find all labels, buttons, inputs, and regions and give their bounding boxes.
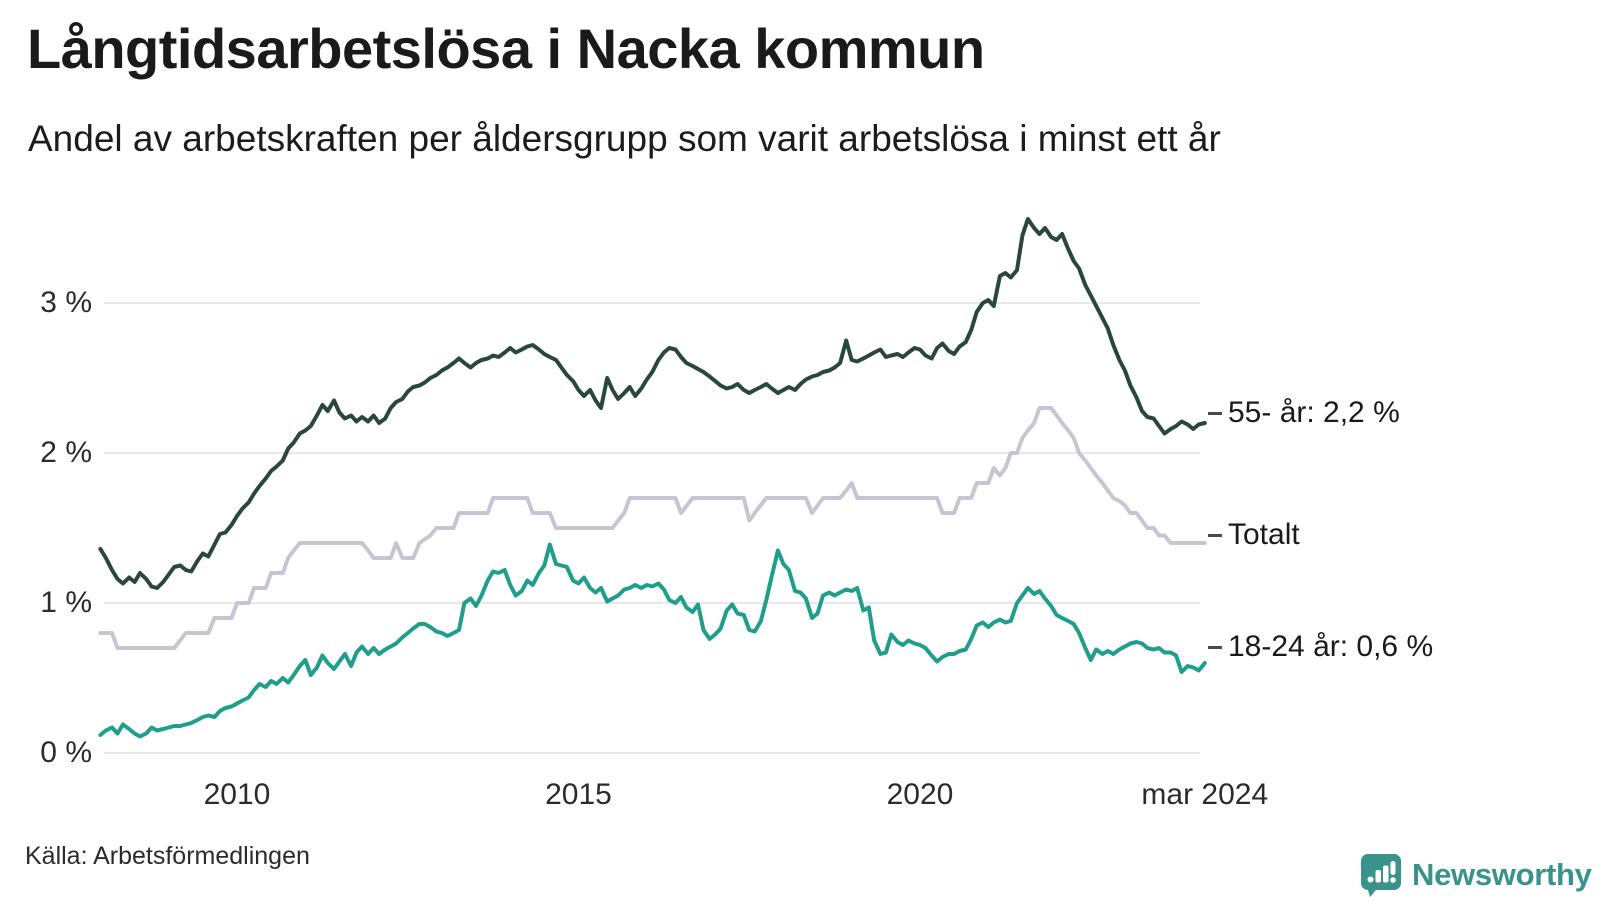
newsworthy-logo-text: Newsworthy <box>1412 857 1592 892</box>
label-tick-dash <box>1208 645 1222 649</box>
series-label-55-r: 55- år: 2,2 % <box>1208 396 1400 430</box>
series-label-totalt: Totalt <box>1208 518 1300 552</box>
y-tick-label: 0 % <box>40 736 92 769</box>
series-line-totalt <box>98 406 1207 650</box>
x-tick-label: 2015 <box>545 778 612 811</box>
y-tick-label: 2 % <box>40 436 92 469</box>
label-tick-dash <box>1208 533 1222 537</box>
series-label-text: Totalt <box>1228 518 1300 551</box>
series-line-18-24-r <box>98 542 1207 739</box>
y-tick-label: 1 % <box>40 586 92 619</box>
page-title: Långtidsarbetslösa i Nacka kommun <box>27 17 985 80</box>
y-tick-label: 3 % <box>40 286 92 319</box>
newsworthy-logo: Newsworthy <box>1360 853 1592 897</box>
source-note: Källa: Arbetsförmedlingen <box>25 842 310 870</box>
series-label-text: 18-24 år: 0,6 % <box>1228 630 1434 663</box>
series-line-55-r <box>98 217 1207 590</box>
newsworthy-logo-icon <box>1361 854 1401 897</box>
x-tick-label: 2020 <box>886 778 954 811</box>
x-tick-label: mar 2024 <box>1141 778 1269 811</box>
label-tick-dash <box>1208 411 1222 415</box>
series-label-text: 55- år: 2,2 % <box>1228 396 1400 429</box>
page-subtitle: Andel av arbetskraften per åldersgrupp s… <box>28 118 1221 159</box>
x-tick-label: 2010 <box>203 778 271 811</box>
series-label-18-24-r: 18-24 år: 0,6 % <box>1208 630 1433 664</box>
